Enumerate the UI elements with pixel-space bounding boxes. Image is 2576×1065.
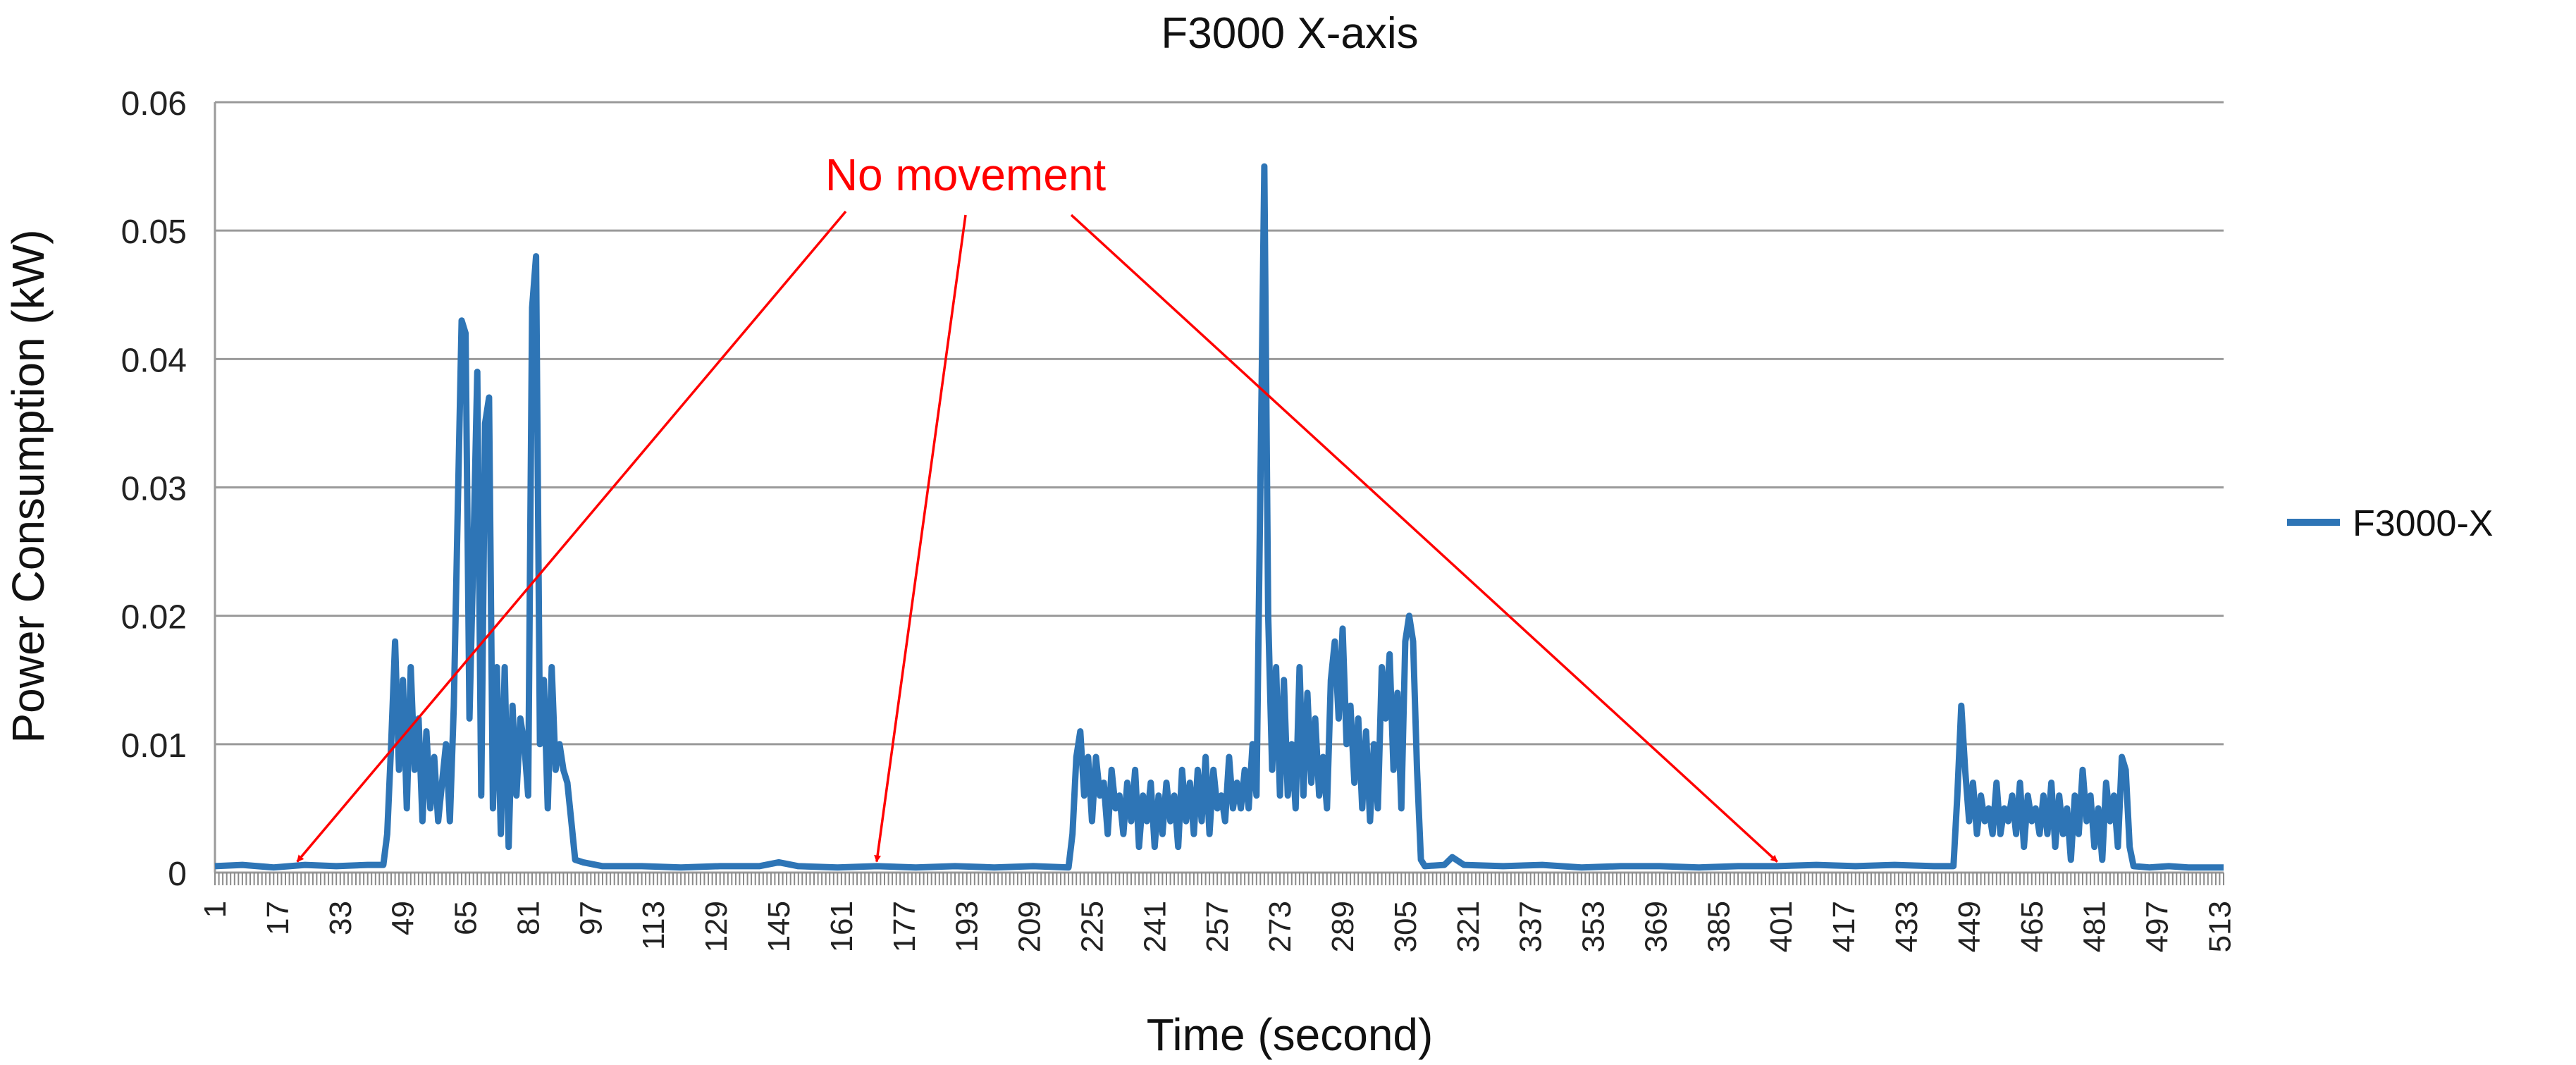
x-tick-label: 225	[1075, 901, 1109, 952]
x-tick-label: 209	[1013, 901, 1047, 952]
x-axis-label: Time (second)	[1147, 1009, 1434, 1060]
annotation-arrow	[296, 210, 847, 863]
x-tick-label: 113	[636, 901, 671, 950]
x-tick-label: 449	[1952, 901, 1987, 952]
x-tick-label: 369	[1639, 901, 1673, 952]
y-tick-label: 0.05	[121, 214, 187, 251]
series-layer	[214, 163, 2224, 871]
x-tick-label: 49	[386, 901, 421, 935]
x-axis-ticks: 1 17 33 49 65 81 97 113 129 145 161 177 193 209 225 241…	[198, 873, 2237, 952]
x-tick-label: 289	[1326, 901, 1360, 952]
x-tick-label: 257	[1200, 901, 1235, 952]
x-tick-label: 177	[887, 901, 922, 952]
x-tick-label: 129	[699, 901, 734, 952]
x-tick-label: 513	[2202, 901, 2237, 952]
annotation: No movement	[296, 149, 1778, 863]
y-axis-ticks: 0 0.01 0.02 0.03 0.04 0.05 0.06	[121, 85, 187, 893]
chart-title: F3000 X-axis	[1161, 9, 1418, 58]
annotation-arrow	[1070, 214, 1778, 863]
x-tick-label: 17	[261, 901, 295, 935]
x-tick-label: 497	[2140, 901, 2175, 952]
x-tick-label: 145	[762, 901, 796, 952]
x-tick-label: 1	[198, 901, 233, 918]
annotation-arrow	[874, 214, 967, 863]
x-tick-label: 465	[2015, 901, 2050, 952]
x-minor-ticks	[214, 873, 2224, 885]
y-tick-label: 0.04	[121, 342, 187, 379]
y-tick-label: 0.06	[121, 85, 187, 123]
x-tick-label: 273	[1263, 901, 1298, 952]
y-tick-label: 0	[168, 856, 187, 893]
x-tick-label: 433	[1890, 901, 1924, 952]
x-tick-label: 305	[1388, 901, 1423, 952]
x-tick-label: 401	[1764, 901, 1799, 952]
x-tick-label: 337	[1514, 901, 1548, 952]
x-tick-label: 241	[1138, 901, 1172, 952]
x-tick-label: 33	[323, 901, 358, 935]
annotation-no-movement: No movement	[825, 149, 1107, 200]
x-tick-label: 417	[1827, 901, 1861, 952]
x-tick-label: 353	[1577, 901, 1611, 952]
y-axis-label: Power Consumption (kW)	[3, 229, 54, 743]
x-tick-label: 97	[574, 901, 608, 935]
y-tick-label: 0.03	[121, 471, 187, 508]
x-tick-label: 65	[449, 901, 483, 935]
x-tick-label: 321	[1451, 901, 1486, 952]
x-tick-label: 385	[1701, 901, 1736, 952]
x-tick-label: 481	[2078, 901, 2112, 952]
series-line-f3000-x	[214, 163, 2224, 871]
legend-label-f3000-x: F3000-X	[2353, 503, 2493, 544]
x-tick-label: 193	[950, 901, 985, 952]
y-tick-label: 0.01	[121, 727, 187, 765]
x-tick-label: 161	[825, 901, 859, 952]
legend: F3000-X	[2287, 503, 2493, 544]
x-tick-label: 81	[511, 901, 546, 935]
y-tick-label: 0.02	[121, 599, 187, 636]
